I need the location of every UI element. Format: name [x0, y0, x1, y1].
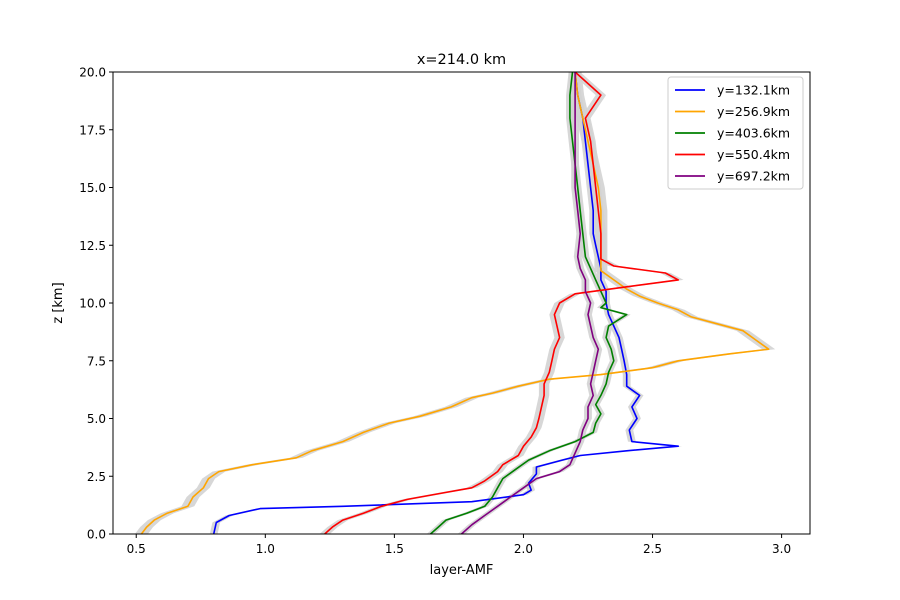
- y-tick-label: 5.0: [87, 412, 106, 426]
- y-tick-label: 17.5: [79, 123, 106, 137]
- y-tick-label: 10.0: [79, 297, 106, 311]
- uncertainty-bands: [134, 72, 776, 534]
- x-tick-label: 2.5: [643, 542, 662, 556]
- y-tick-label: 0.0: [87, 528, 106, 542]
- y-tick-label: 20.0: [79, 66, 106, 80]
- legend-label: y=403.6km: [717, 126, 790, 141]
- series-line-4: [324, 72, 680, 534]
- series-band-2: [134, 72, 776, 534]
- y-tick-label: 2.5: [87, 470, 106, 484]
- x-tick-label: 1.5: [385, 542, 404, 556]
- chart-title: x=214.0 km: [417, 52, 506, 68]
- y-tick-label: 15.0: [79, 181, 106, 195]
- x-tick-label: 2.0: [514, 542, 533, 556]
- series-band-3: [426, 72, 631, 534]
- legend-label: y=697.2km: [717, 169, 790, 184]
- y-tick-label: 7.5: [87, 354, 106, 368]
- series-lines: [140, 72, 770, 534]
- x-axis-ticks: 0.5 1.0 1.5 2.0 2.5 3.0: [127, 534, 791, 556]
- series-line-1: [212, 72, 680, 534]
- x-tick-label: 1.0: [256, 542, 275, 556]
- legend-label: y=132.1km: [717, 83, 790, 98]
- legend-box: [667, 76, 804, 190]
- x-axis-label: layer-AMF: [430, 563, 494, 578]
- x-tick-label: 3.0: [772, 542, 791, 556]
- y-tick-label: 12.5: [79, 239, 106, 253]
- y-axis-label: z [km]: [51, 282, 66, 323]
- y-axis-ticks: 0.0 2.5 5.0 7.5 10.0 12.5 15.0 17.5 20.0: [79, 66, 113, 542]
- legend: y=132.1km y=256.9km y=403.6km y=550.4km y=69…: [667, 76, 804, 190]
- series-line-5: [460, 72, 600, 534]
- legend-label: y=550.4km: [717, 147, 790, 162]
- series-band-4: [319, 72, 684, 534]
- series-line-3: [429, 72, 628, 534]
- legend-label: y=256.9km: [717, 104, 790, 119]
- x-tick-label: 0.5: [127, 542, 146, 556]
